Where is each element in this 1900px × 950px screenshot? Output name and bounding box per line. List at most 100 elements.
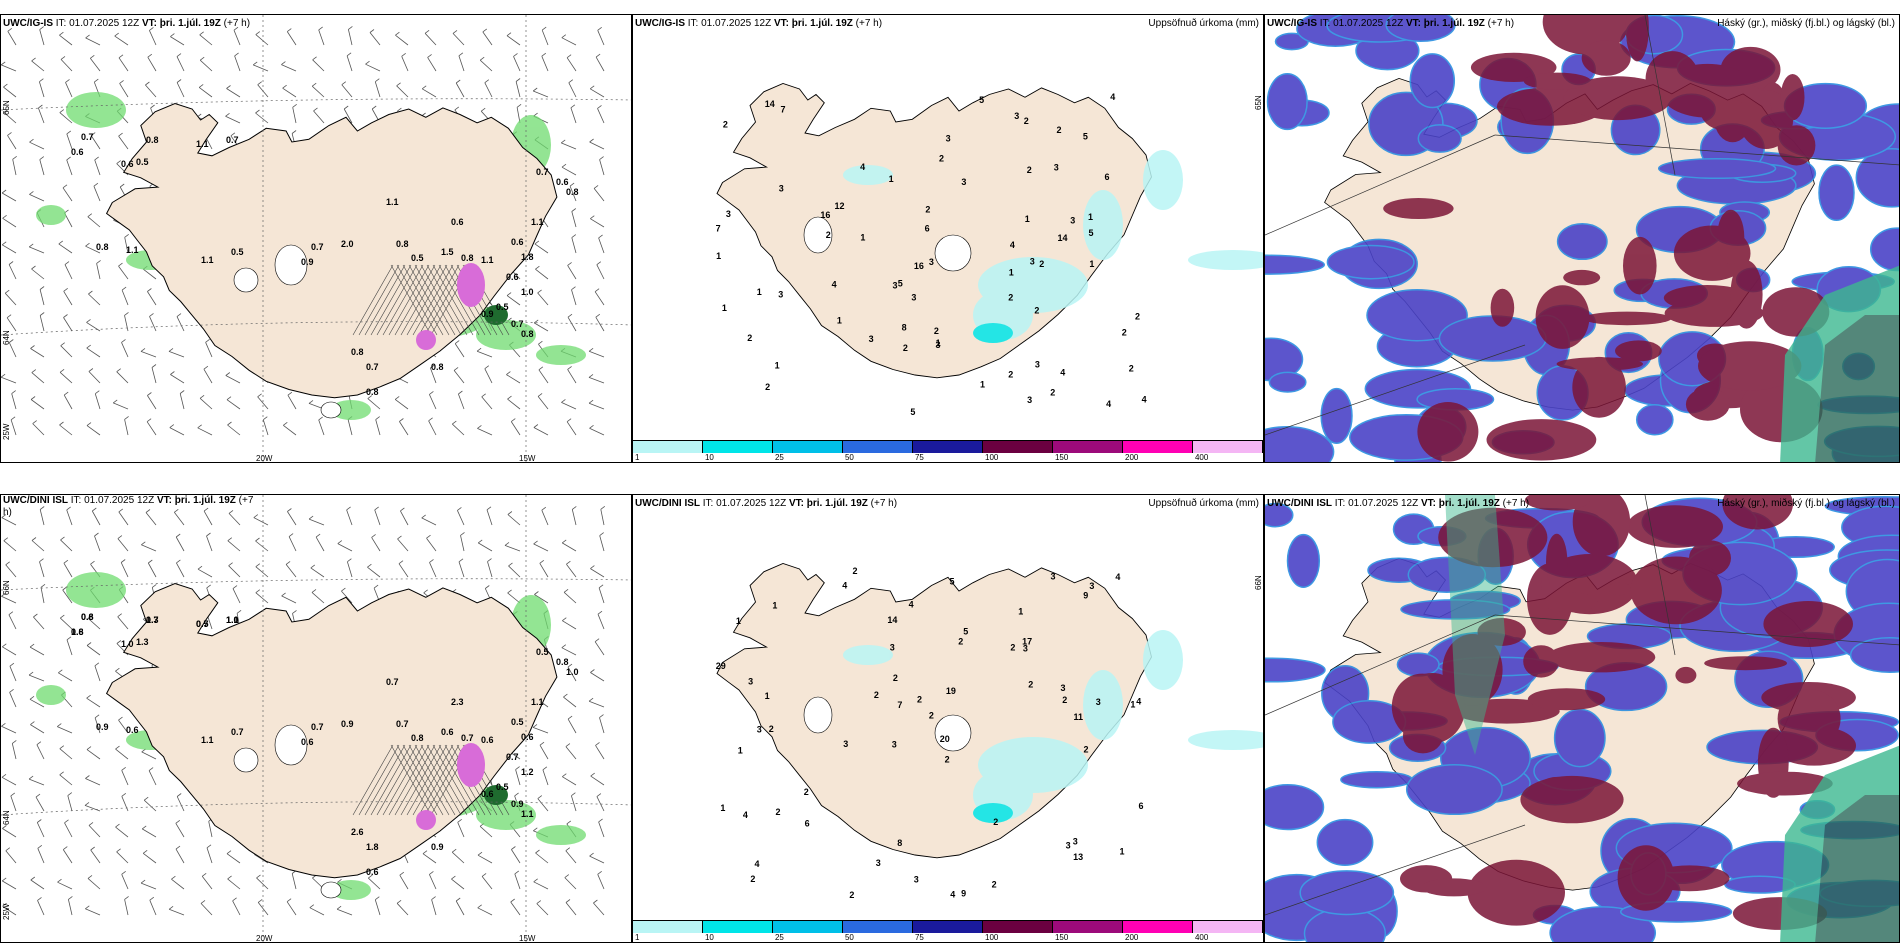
- wind-barb: [590, 775, 605, 786]
- wind-barb-flag: [599, 156, 604, 160]
- wind-barb-flag: [292, 610, 297, 614]
- wind-barb-flag: [252, 61, 258, 66]
- wind-barb: [36, 744, 45, 760]
- hatch-line: [400, 744, 442, 816]
- wind-barb-flag: [121, 339, 126, 343]
- wind-barb: [458, 561, 465, 578]
- precip-value: 4: [755, 859, 760, 869]
- wind-barb-flag: [588, 347, 594, 352]
- wind-barb-flag: [567, 366, 572, 370]
- wind-barb-flag: [96, 260, 101, 264]
- cloud-map: [1265, 15, 1899, 462]
- value-label: 0.6: [301, 737, 314, 747]
- value-label: 1.3: [136, 637, 149, 647]
- wind-barb-flag: [533, 878, 538, 883]
- wind-barb-flag: [371, 105, 377, 110]
- wind-barb-flag: [458, 558, 464, 563]
- grid-line: [1494, 134, 1899, 166]
- precip-value: 9: [961, 888, 966, 898]
- wind-barb: [39, 159, 45, 176]
- wind-barb: [588, 377, 605, 384]
- wind-barb: [171, 878, 185, 890]
- wind-barb: [255, 592, 269, 604]
- wind-barb-flag: [371, 534, 376, 538]
- wind-barb-flag: [365, 60, 370, 65]
- wind-barb-flag: [598, 234, 603, 239]
- hatch-line: [358, 744, 400, 816]
- wind-barb: [66, 639, 73, 656]
- heavy-precip-pink: [416, 330, 436, 350]
- value-label: 1.6: [71, 627, 84, 637]
- wind-barb: [287, 511, 297, 526]
- hatch-line: [394, 264, 436, 336]
- panel-header: UWC/IG-IS IT: 01.07.2025 12Z VT: þri. 1.…: [1267, 18, 1515, 29]
- wind-barb: [510, 421, 521, 436]
- value-label: 0.6: [521, 732, 534, 742]
- wind-barb-flag: [141, 825, 147, 830]
- precip-value: 12: [835, 201, 845, 211]
- wind-barb: [484, 368, 493, 384]
- wind-barb-flag: [90, 560, 95, 565]
- wind-barb: [175, 823, 185, 838]
- wind-barb: [567, 316, 577, 332]
- wind-barb: [38, 107, 45, 124]
- cloud-map-panel-bottom: UWC/DINI ISL IT: 01.07.2025 12Z VT: þri.…: [1264, 494, 1900, 943]
- wind-barb-flag: [564, 874, 570, 878]
- wind-barb: [87, 216, 101, 228]
- wind-barb: [119, 83, 129, 98]
- wind-barb-flag: [205, 338, 210, 343]
- hatch-line: [420, 744, 462, 816]
- value-label: 0.6: [506, 272, 519, 282]
- high-cloud-blob: [1608, 582, 1631, 596]
- wind-barb: [508, 565, 521, 578]
- wind-barb-flag: [533, 319, 539, 324]
- wind-barb: [147, 291, 157, 306]
- precip-value: 6: [1139, 801, 1144, 811]
- wind-barb-flag: [31, 537, 37, 541]
- wind-barb: [541, 56, 549, 72]
- precip-value: 5: [950, 576, 955, 586]
- wind-barb: [477, 854, 493, 864]
- hatch-line: [406, 264, 448, 336]
- high-cloud: [1391, 495, 1856, 930]
- wind-barb-flag: [318, 26, 323, 31]
- wind-barb-flag: [452, 420, 457, 425]
- precip-value: 2: [826, 230, 831, 240]
- colorbar-cell: [843, 441, 913, 453]
- high-cloud-blob: [1698, 341, 1802, 391]
- wind-barb: [541, 510, 549, 526]
- hatch-line: [382, 744, 424, 816]
- wind-barb: [513, 56, 521, 72]
- wind-barb-flag: [590, 669, 595, 673]
- mid-cloud-blob: [1849, 637, 1899, 673]
- wind-barb-flag: [179, 390, 185, 394]
- wind-barb-flag: [1, 514, 7, 518]
- value-label: 0.8: [396, 239, 409, 249]
- low-cloud-area: [1445, 495, 1505, 755]
- wind-barb-flag: [86, 319, 91, 323]
- wind-barb-flag: [566, 54, 572, 59]
- hatch-line: [418, 264, 460, 336]
- precip-value: 19: [946, 686, 956, 696]
- wind-barb-flag: [232, 897, 237, 902]
- wind-barb-flag: [507, 589, 512, 594]
- hatch-line: [432, 264, 474, 336]
- wind-barb-flag: [563, 588, 569, 593]
- wind-barb: [176, 82, 185, 98]
- wind-barb-flag: [292, 103, 297, 108]
- wind-barb: [146, 421, 157, 436]
- wind-barb-flag: [458, 52, 464, 57]
- wind-barb-flag: [90, 846, 95, 851]
- wind-barb-flag: [401, 52, 406, 57]
- high-cloud-blob: [1777, 125, 1816, 166]
- wind-barb-flag: [1, 61, 6, 66]
- wind-barb-flag: [484, 79, 490, 84]
- precip-value: 4: [950, 889, 955, 899]
- value-label: 1.1: [126, 245, 139, 255]
- wind-barb-flag: [60, 536, 65, 541]
- colorbar-cell: [1053, 441, 1123, 453]
- precip-patch: [66, 572, 126, 608]
- wind-barb-flag: [63, 559, 69, 564]
- wind-barb-flag: [570, 104, 576, 109]
- wind-barb-flag: [140, 879, 146, 884]
